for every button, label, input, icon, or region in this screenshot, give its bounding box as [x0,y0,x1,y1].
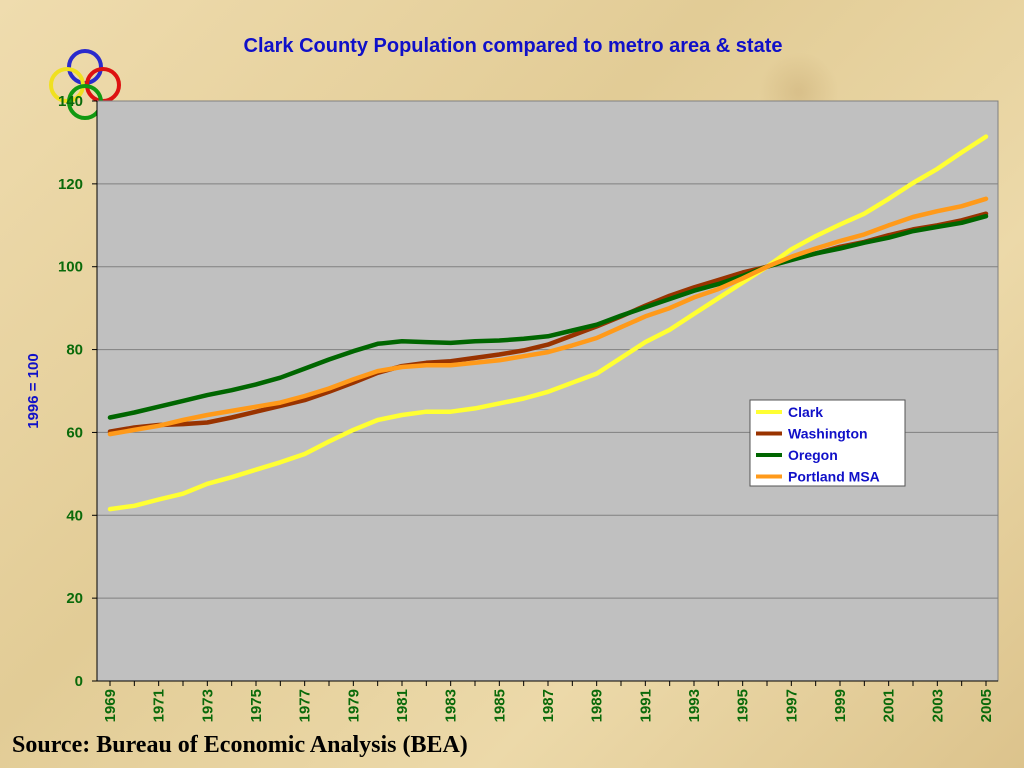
x-tick-label: 1983 [443,689,460,722]
x-tick-label: 1999 [832,689,849,722]
legend-label: Oregon [788,447,838,463]
x-tick-label: 1973 [199,689,216,722]
series-line-oregon [107,213,989,420]
x-tick-label: 1997 [783,689,800,722]
x-tick-label: 1975 [248,689,265,722]
y-tick-label: 120 [58,176,83,193]
series-lines [107,134,989,512]
x-tick-label: 1981 [394,689,411,722]
x-tick-label: 2003 [929,689,946,722]
legend-label: Portland MSA [788,469,880,485]
y-tick-label: 20 [66,590,83,607]
legend: Clark Washington Oregon Portland MSA [749,399,906,487]
x-tick-label: 1979 [345,689,362,722]
y-axis-label: 1996 = 100 [25,353,42,429]
series-line-clark [107,134,989,512]
logo-ring-red [85,67,121,103]
legend-box [749,399,906,487]
x-axis: 1969 1971 1973 1975 1977 1979 1981 1983 1985 1987… [97,680,998,722]
y-tick-label: 40 [66,507,83,524]
x-tick-label: 2001 [881,689,898,722]
y-tick-label: 60 [66,424,83,441]
x-tick-label: 2005 [978,689,995,722]
x-tick-label: 1991 [637,689,654,722]
x-tick-label: 1987 [540,689,557,722]
x-tick-label: 1971 [151,689,168,722]
y-tick-label: 140 [58,93,83,110]
x-tick-label: 1985 [491,689,508,722]
y-tick-label: 0 [75,673,83,690]
x-tick-label: 1993 [686,689,703,722]
x-tick-label: 1969 [102,689,119,722]
x-tick-label: 1977 [297,689,314,722]
x-tick-label: 1995 [735,689,752,722]
y-tick-label: 100 [58,259,83,276]
legend-label: Clark [788,404,823,420]
x-tick-label: 1989 [589,689,606,722]
source-note: Source: Bureau of Economic Analysis (BEA… [12,732,468,758]
logo-ring-blue [67,49,103,85]
legend-label: Washington [788,426,868,442]
y-axis: 0 20 40 60 80 100 120 140 [58,93,98,690]
y-tick-label: 80 [66,342,83,359]
series-line-portland-msa [107,196,989,437]
chart-title: Clark County Population compared to metr… [244,35,783,57]
